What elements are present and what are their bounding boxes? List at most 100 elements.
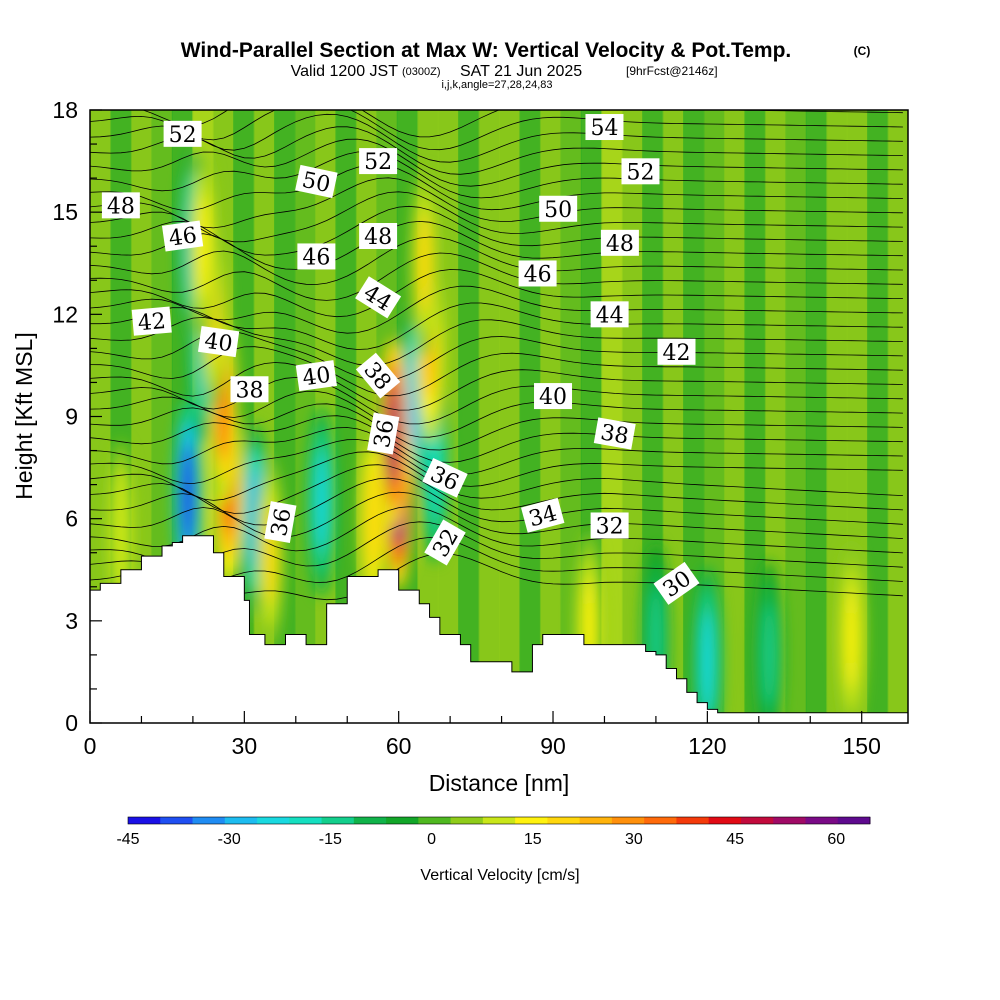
y-tick-label: 18 [52,97,78,123]
theta-contour-line [90,491,903,539]
theta-label-bg [521,497,565,533]
theta-contour-line [90,236,903,285]
velocity-band [867,110,889,723]
theta-contour-line [90,415,903,463]
velocity-band [723,110,746,723]
theta-label-text: 36 [267,506,296,538]
x-tick-label: 30 [232,733,258,759]
theta-contour-line [90,316,903,366]
y-tick-label: 0 [65,710,78,736]
colorbar-swatch [418,817,452,824]
theta-contour-line [90,220,903,270]
theta-label-bg [621,158,660,185]
theta-label-text: 44 [596,303,624,328]
forecast-info: [9hrFcst@2146z] [626,64,718,78]
theta-label-text: 42 [662,341,690,366]
theta-label-bg [367,412,400,455]
velocity-band [621,110,644,723]
theta-contour-line [90,521,903,568]
colorbar-swatch [257,817,290,824]
theta-contour-line [90,138,903,187]
theta-label: 36 [264,501,297,544]
theta-label: 46 [161,220,204,252]
copyright-mark: (C) [854,44,871,58]
theta-label-text: 46 [167,223,198,252]
velocity-band [458,110,480,723]
theta-contour-line [90,302,903,350]
colorbar-swatch [289,817,323,824]
theta-contour-line [90,177,903,229]
theta-label-bg [161,220,204,252]
theta-label-text: 50 [544,198,572,223]
theta-label-text: 32 [596,514,624,539]
theta-label-bg [264,501,297,544]
theta-label-text: 52 [364,150,392,175]
colorbar-swatch [386,817,419,824]
colorbar-swatch [837,817,871,824]
colorbar-swatch [773,817,806,824]
x-tick-label: 120 [688,733,726,759]
theta-contour-line [90,506,903,554]
theta-label: 42 [657,338,696,366]
theta-label: 52 [163,120,202,148]
colorbar-frame [127,816,871,825]
theta-contour-line [90,151,903,199]
theta-contour-line [90,451,903,501]
grid-indices: i,j,k,angle=27,28,24,83 [441,79,552,91]
theta-label-text: 52 [626,160,654,185]
theta-contour-line [90,477,903,526]
theta-label-text: 42 [137,309,167,336]
theta-label: 44 [590,301,629,328]
theta-label-bg [197,326,240,358]
y-tick-label: 12 [52,301,78,327]
theta-contour-line [90,205,903,256]
theta-label-text: 38 [235,378,263,403]
theta-label-bg [101,192,140,219]
x-tick-label: 0 [84,733,97,759]
colorbar-tick-label: 30 [625,831,643,848]
theta-label-bg [131,306,172,336]
y-tick-label: 6 [65,506,78,532]
theta-label: 48 [101,192,140,219]
colorbar-swatch [482,817,516,824]
theta-label: 54 [585,114,624,141]
velocity-band [437,110,460,723]
theta-label-bg [534,383,573,410]
colorbar-swatch [740,817,774,824]
x-axis: 0 30 60 90 120 150 [84,711,881,759]
colorbar-swatch [611,817,645,824]
colorbar-swatch [192,817,226,824]
theta-label: 48 [600,229,639,257]
theta-contours [90,110,903,601]
theta-label: 52 [359,148,398,175]
colorbar: -45 -30 -15 0 15 30 45 60 [116,816,871,848]
theta-contour-line [90,427,903,475]
velocity-band [499,110,521,723]
theta-label-text: 46 [524,262,552,287]
x-axis-label: Distance [nm] [429,770,570,796]
x-tick-label: 60 [386,733,412,759]
theta-label-bg [518,260,557,287]
theta-label-text: 48 [606,232,634,257]
theta-label: 38 [593,417,636,450]
velocity-band [785,110,807,723]
theta-label-text: 52 [169,123,197,148]
velocity-band [478,110,500,723]
theta-label-text: 48 [364,225,392,250]
theta-label-bg [424,519,466,566]
colorbar-swatch [128,817,161,824]
theta-label: 40 [295,360,337,392]
theta-label-text: 40 [203,329,234,358]
colorbar-swatch [160,817,194,824]
y-axis-label: Height [Kft MSL] [11,332,37,499]
theta-label-bg [657,338,696,365]
valid-prefix: Valid 1200 JST [291,63,399,80]
colorbar-swatch [353,817,387,824]
downdraft-cell [701,610,714,713]
theta-label-text: 40 [301,363,332,392]
downdraft-cell [181,443,194,546]
x-tick-label: 150 [843,733,881,759]
colorbar-swatch [676,817,710,824]
velocity-band [887,110,908,723]
